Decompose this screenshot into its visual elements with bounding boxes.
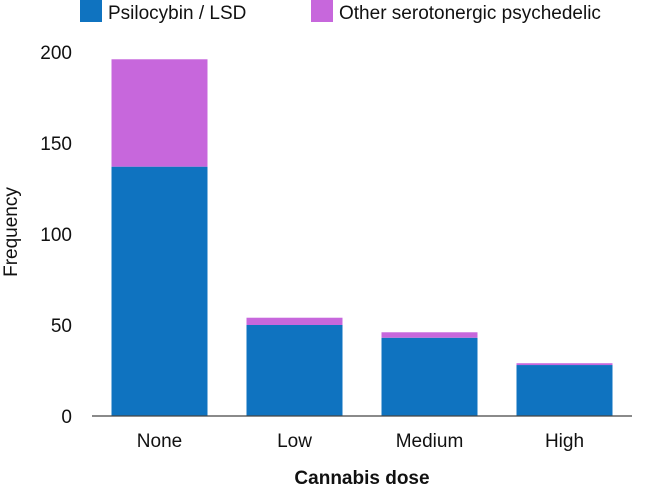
legend-label-psilocybin-lsd: Psilocybin / LSD xyxy=(108,3,246,24)
bar-high-psilocybin-lsd xyxy=(516,365,613,416)
legend-swatch-other-serotonergic-psychedelic xyxy=(311,0,333,22)
legend-label-other-serotonergic-psychedelic: Other serotonergic psychedelic xyxy=(339,3,601,24)
x-tick-label-low: Low xyxy=(277,431,312,452)
bar-high-other-serotonergic-psychedelic xyxy=(516,363,613,366)
y-axis-title: Frequency xyxy=(1,187,22,277)
bar-none-psilocybin-lsd xyxy=(111,166,208,416)
bar-low-psilocybin-lsd xyxy=(246,325,343,416)
x-tick-label-medium: Medium xyxy=(396,431,464,452)
y-tick-label-100: 100 xyxy=(40,225,72,246)
bar-none-other-serotonergic-psychedelic xyxy=(111,59,208,167)
x-axis-ticks: None Low Medium High xyxy=(137,431,584,452)
bar-medium-other-serotonergic-psychedelic xyxy=(381,332,478,338)
y-tick-label-50: 50 xyxy=(51,316,72,337)
x-tick-label-high: High xyxy=(545,431,584,452)
legend-swatch-psilocybin-lsd xyxy=(80,0,102,22)
x-tick-label-none: None xyxy=(137,431,182,452)
x-axis-title: Cannabis dose xyxy=(294,468,429,487)
y-tick-label-0: 0 xyxy=(61,407,72,428)
y-axis-ticks: 0 50 100 150 200 xyxy=(40,43,72,428)
bar-medium-psilocybin-lsd xyxy=(381,337,478,416)
y-tick-label-150: 150 xyxy=(40,134,72,155)
y-tick-label-200: 200 xyxy=(40,43,72,64)
legend: Psilocybin / LSD Other serotonergic psych… xyxy=(80,0,601,24)
bar-low-other-serotonergic-psychedelic xyxy=(246,317,343,325)
bars xyxy=(111,59,613,416)
